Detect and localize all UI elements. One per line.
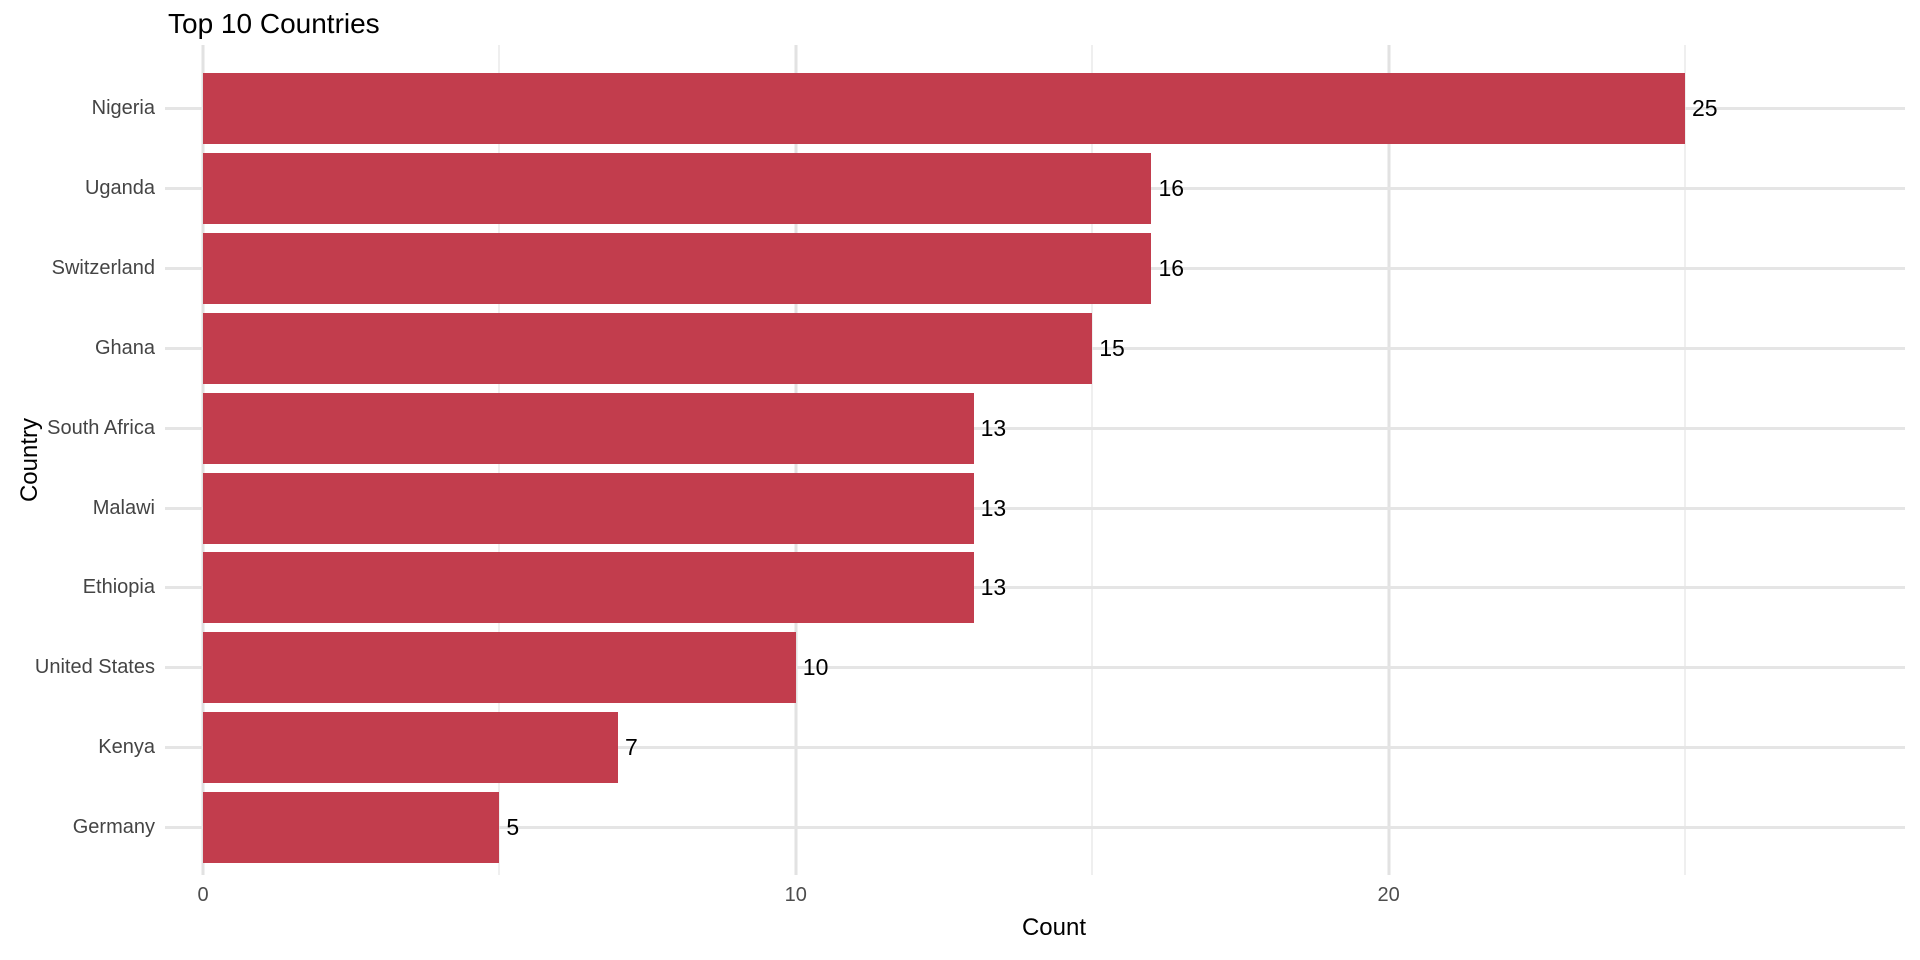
bar-value-label: 10 [802, 654, 829, 681]
row-gridline [165, 826, 1905, 830]
bar [203, 232, 1152, 304]
x-axis-title: Count [1021, 914, 1087, 941]
bar-value-label: 13 [980, 414, 1007, 441]
bar [203, 632, 796, 704]
y-tick-label: Nigeria [91, 97, 155, 119]
bar [203, 552, 974, 624]
bar [203, 712, 618, 784]
bar [203, 152, 1152, 224]
y-tick-label: Malawi [92, 496, 155, 519]
bar-value-label: 16 [1158, 254, 1185, 281]
chart-title: Top 10 Countries [168, 8, 380, 39]
bar [203, 472, 974, 544]
y-tick-label: Germany [72, 816, 155, 839]
bar-value-label: 7 [624, 734, 638, 761]
bar-value-label: 15 [1099, 334, 1125, 361]
row-gridline [165, 746, 1905, 750]
bar-value-label: 25 [1692, 95, 1718, 121]
x-tick-label: 10 [784, 884, 807, 906]
minor-gridline [1091, 45, 1094, 875]
bar [203, 312, 1093, 384]
y-tick-label: South Africa [47, 416, 155, 439]
row-gridline [165, 586, 1905, 590]
y-tick-label: Ghana [94, 336, 155, 359]
major-gridline [1387, 45, 1391, 875]
x-tick-label: 0 [197, 884, 209, 906]
bar [203, 73, 1685, 144]
bar-value-label: 16 [1158, 174, 1185, 201]
row-gridline [165, 666, 1905, 670]
x-tick-label: 20 [1377, 884, 1400, 906]
bar [203, 392, 974, 464]
bar-value-label: 13 [980, 574, 1007, 601]
y-tick-label: Uganda [84, 176, 155, 199]
row-gridline [165, 506, 1905, 510]
y-tick-label: United States [34, 656, 155, 679]
y-tick-label: Kenya [98, 736, 155, 759]
bar-value-label: 5 [506, 814, 520, 841]
bar [203, 792, 500, 864]
y-tick-label: Switzerland [51, 256, 155, 279]
y-tick-label: Ethiopia [82, 576, 155, 599]
bar-value-label: 13 [980, 494, 1007, 521]
row-gridline [165, 426, 1905, 430]
minor-gridline [1684, 45, 1686, 875]
